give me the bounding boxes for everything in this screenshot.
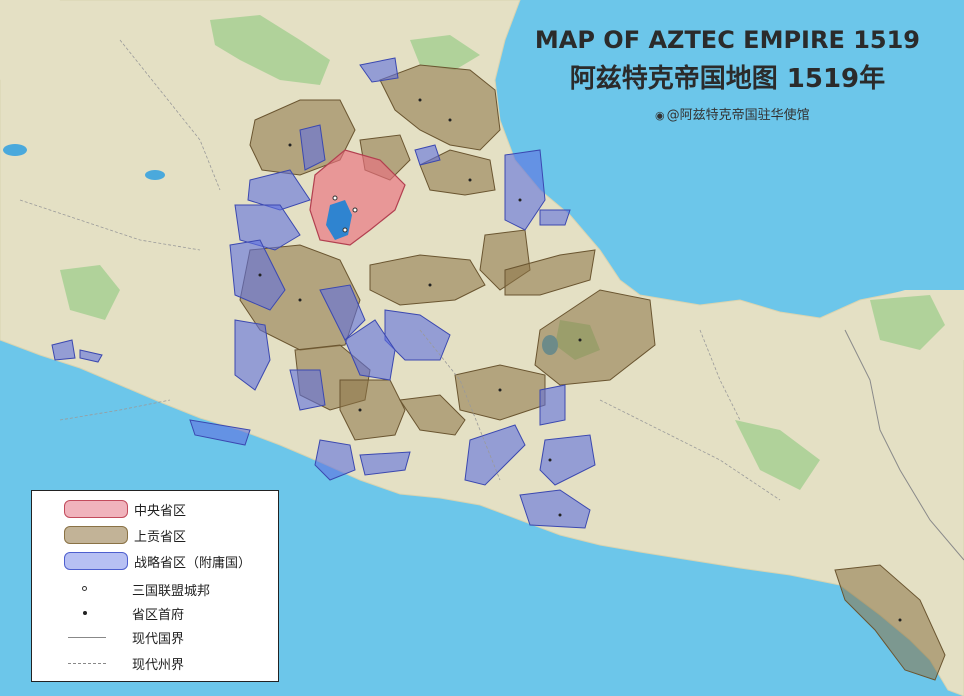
national-borders xyxy=(844,329,964,561)
legend-item-state-border: 现代州界 xyxy=(32,653,278,673)
state-border-icon xyxy=(68,663,106,664)
strategic-swatch xyxy=(64,552,128,570)
legend-item-strategic: 战略省区（附庸国） xyxy=(32,551,278,571)
legend-label: 战略省区（附庸国） xyxy=(134,555,252,571)
map-title-block: MAP OF AZTEC EMPIRE 1519 阿兹特克帝国地图 1519年 xyxy=(535,26,920,95)
provincial-capitals xyxy=(258,98,902,622)
map-title-zh: 阿兹特克帝国地图 1519年 xyxy=(569,64,886,94)
tributary-swatch xyxy=(64,526,128,544)
credit: ◉ @阿兹特克帝国驻华使馆 xyxy=(655,104,810,123)
map-title-en: MAP OF AZTEC EMPIRE 1519 xyxy=(534,26,920,54)
alliance-cities xyxy=(332,195,358,233)
legend-item-tributary: 上贡省区 xyxy=(32,525,278,545)
tributary-provinces xyxy=(239,64,946,681)
strategic-provinces xyxy=(51,57,596,529)
legend-label: 现代国界 xyxy=(132,631,185,647)
alliance-city-icon xyxy=(82,586,87,591)
legend-item-national-border: 现代国界 xyxy=(32,627,278,647)
central-swatch xyxy=(64,500,128,518)
legend-item-central: 中央省区 xyxy=(32,499,278,519)
legend-label: 三国联盟城邦 xyxy=(132,583,211,599)
map-legend: 中央省区 上贡省区 战略省区（附庸国） 三国联盟城邦 省区首府 现代国界 现代州… xyxy=(31,490,279,682)
credit-text: @阿兹特克帝国驻华使馆 xyxy=(666,108,810,123)
state-borders xyxy=(19,39,781,501)
national-border-icon xyxy=(68,637,106,638)
legend-item-alliance-city: 三国联盟城邦 xyxy=(32,579,278,599)
legend-label: 中央省区 xyxy=(134,503,187,519)
weibo-icon: ◉ xyxy=(655,109,665,122)
upper-left-coast xyxy=(0,0,60,80)
legend-label: 省区首府 xyxy=(132,607,185,623)
legend-label: 上贡省区 xyxy=(134,529,187,545)
legend-item-provincial-capital: 省区首府 xyxy=(32,603,278,623)
provincial-capital-icon xyxy=(83,611,87,615)
legend-label: 现代州界 xyxy=(132,657,185,673)
